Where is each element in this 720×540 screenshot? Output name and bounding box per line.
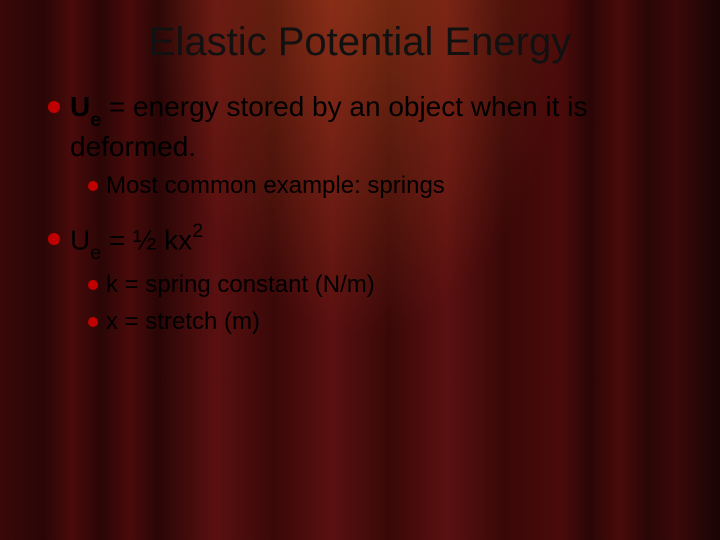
symbol: U — [70, 225, 90, 256]
bullet-icon — [88, 280, 98, 290]
bullet-text: Ue = ½ kx2 — [70, 221, 700, 262]
text: = energy stored by an object when it is … — [70, 91, 588, 162]
bullet-l1: Ue = energy stored by an object when it … — [48, 89, 700, 164]
text: = ½ kx — [101, 225, 192, 256]
bullet-l1: Ue = ½ kx2 — [48, 221, 700, 262]
spacer — [48, 207, 700, 221]
bullet-text: Most common example: springs — [106, 170, 700, 201]
slide-title: Elastic Potential Energy — [0, 0, 720, 89]
bullet-l2: x = stretch (m) — [88, 306, 700, 337]
bullet-l2: Most common example: springs — [88, 170, 700, 201]
slide: Elastic Potential Energy Ue = energy sto… — [0, 0, 720, 540]
slide-content: Ue = energy stored by an object when it … — [0, 89, 720, 337]
subscript: e — [90, 109, 101, 131]
bullet-icon — [88, 317, 98, 327]
bullet-icon — [48, 101, 60, 113]
bullet-text: Ue = energy stored by an object when it … — [70, 89, 700, 164]
subscript: e — [90, 242, 101, 264]
bullet-l2: k = spring constant (N/m) — [88, 269, 700, 300]
symbol: U — [70, 91, 90, 122]
bullet-icon — [88, 181, 98, 191]
bullet-text: x = stretch (m) — [106, 306, 700, 337]
bullet-icon — [48, 233, 60, 245]
superscript: 2 — [192, 220, 203, 242]
bullet-text: k = spring constant (N/m) — [106, 269, 700, 300]
